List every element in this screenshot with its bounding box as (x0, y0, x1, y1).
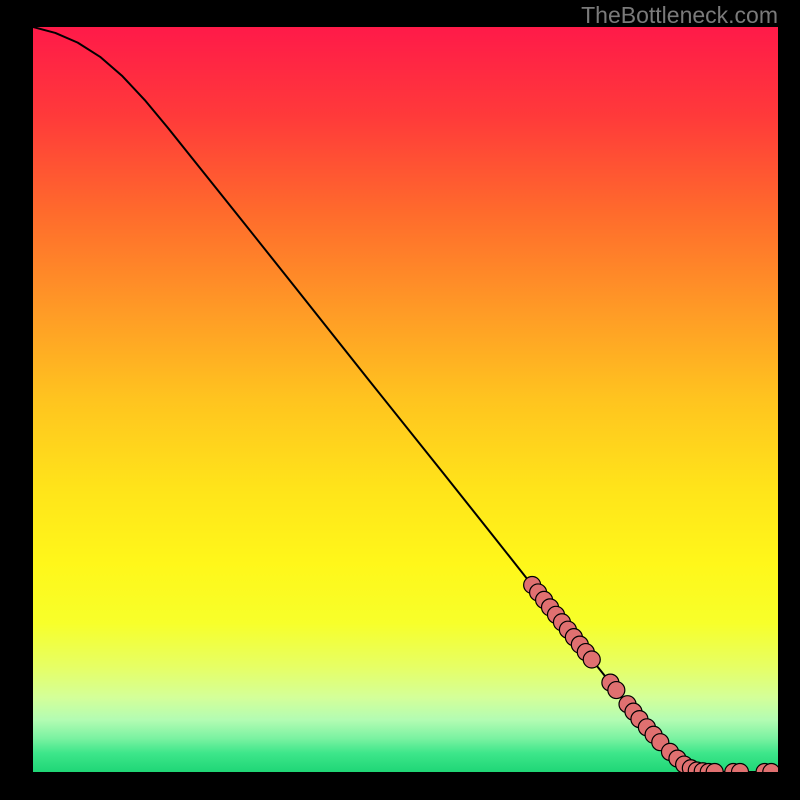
data-marker (608, 682, 625, 699)
data-marker (583, 651, 600, 668)
chart-plot-area (33, 27, 778, 772)
chart-svg (33, 27, 778, 772)
chart-background (33, 27, 778, 772)
watermark-text: TheBottleneck.com (581, 2, 778, 29)
